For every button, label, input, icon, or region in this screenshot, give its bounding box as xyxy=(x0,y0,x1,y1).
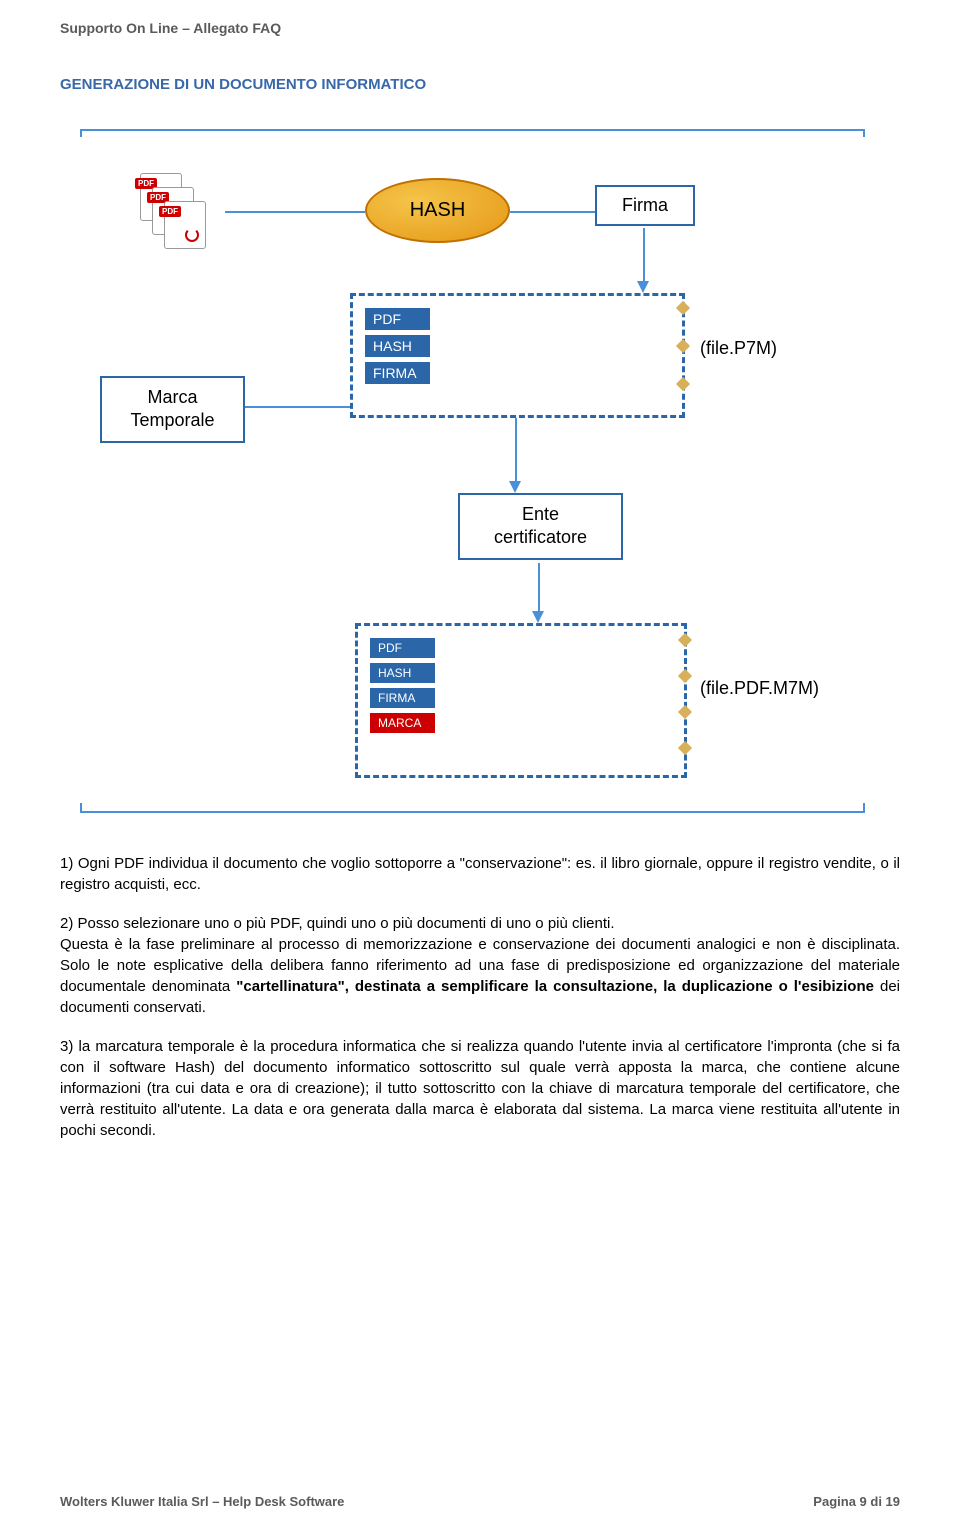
marca-line2: Temporale xyxy=(130,410,214,430)
tag-hash: HASH xyxy=(365,335,430,357)
marca-line1: Marca xyxy=(147,387,197,407)
page-title: GENERAZIONE DI UN DOCUMENTO INFORMATICO xyxy=(60,76,900,93)
page-footer: Wolters Kluwer Italia Srl – Help Desk So… xyxy=(60,1494,900,1509)
ente-line1: Ente xyxy=(522,504,559,524)
tag-firma: FIRMA xyxy=(365,362,430,384)
footer-left: Wolters Kluwer Italia Srl – Help Desk So… xyxy=(60,1494,344,1509)
footer-right: Pagina 9 di 19 xyxy=(813,1494,900,1509)
flow-diagram: PDF PDF PDF HASH Firma PDF HASH FIRMA (f… xyxy=(60,123,880,823)
p7m-container: PDF HASH FIRMA xyxy=(350,293,685,418)
tag2-marca: MARCA xyxy=(370,713,435,733)
hash-label: HASH xyxy=(367,180,508,241)
ente-certificatore-box: Ente certificatore xyxy=(458,493,623,560)
page-header: Supporto On Line – Allegato FAQ xyxy=(60,20,900,36)
tag2-firma: FIRMA xyxy=(370,688,435,708)
marca-temporale-box: Marca Temporale xyxy=(100,376,245,443)
ente-line2: certificatore xyxy=(494,527,587,547)
paragraph-1: 1) Ogni PDF individua il documento che v… xyxy=(60,853,900,895)
body-text: 1) Ogni PDF individua il documento che v… xyxy=(60,853,900,1141)
paragraph-2: 2) Posso selezionare uno o più PDF, quin… xyxy=(60,913,900,1018)
pdf-icons: PDF PDF PDF xyxy=(140,173,220,263)
file-m7m-label: (file.PDF.M7M) xyxy=(700,678,819,699)
tag2-hash: HASH xyxy=(370,663,435,683)
m7m-container: PDF HASH FIRMA MARCA xyxy=(355,623,687,778)
paragraph-3: 3) la marcatura temporale è la procedura… xyxy=(60,1036,900,1141)
hash-oval: HASH xyxy=(365,178,510,243)
tag2-pdf: PDF xyxy=(370,638,435,658)
firma-box: Firma xyxy=(595,185,695,226)
file-p7m-label: (file.P7M) xyxy=(700,338,777,359)
tag-pdf: PDF xyxy=(365,308,430,330)
